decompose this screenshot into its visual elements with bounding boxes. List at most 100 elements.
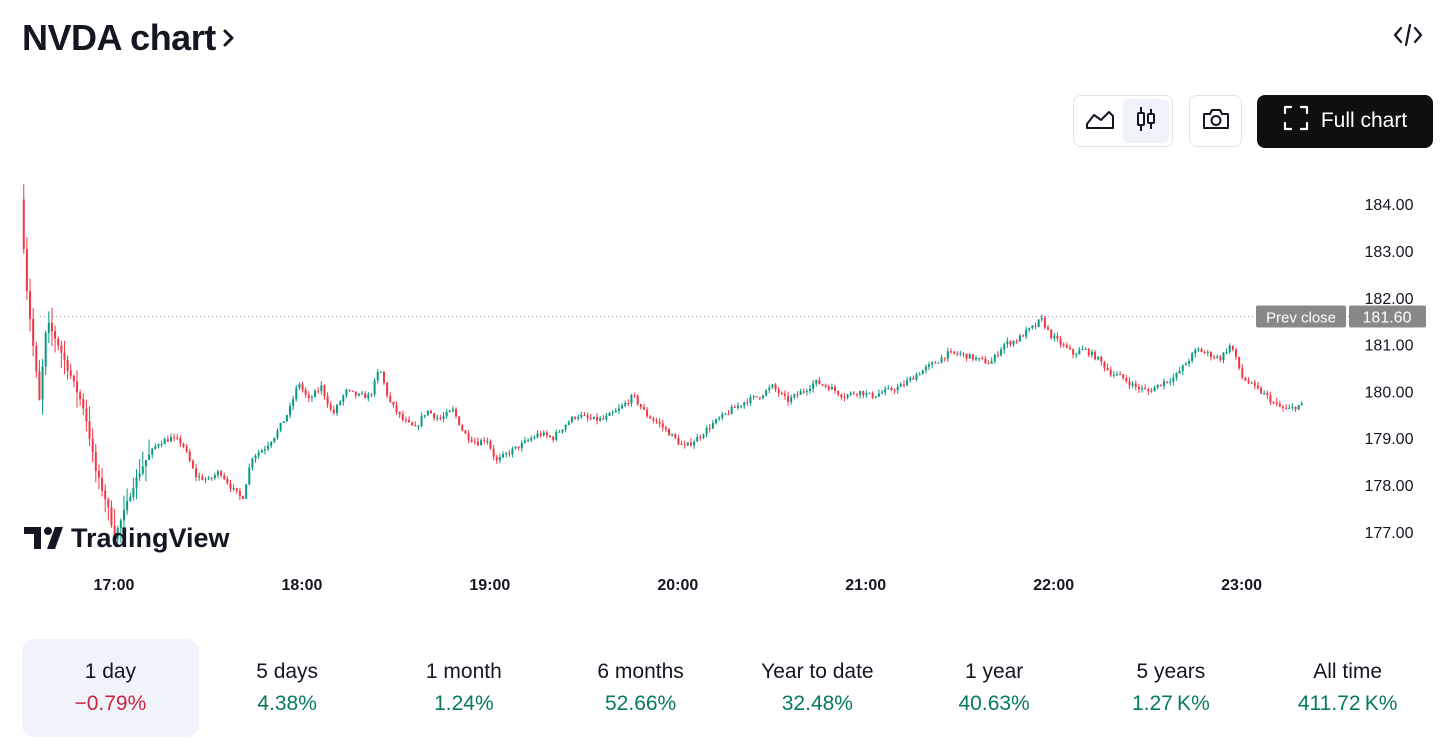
candle-body: [1075, 354, 1078, 356]
candle-body: [1294, 406, 1297, 410]
candle-body: [229, 483, 232, 489]
candle-body: [135, 477, 138, 488]
candle-body: [890, 387, 893, 391]
period-tab[interactable]: 1 day −0.79%: [22, 639, 199, 737]
candle-body: [1025, 329, 1028, 337]
candle-body: [765, 390, 768, 396]
candle-body: [60, 345, 63, 353]
candle-body: [417, 426, 420, 428]
candle-body: [169, 437, 172, 442]
area-chart-button[interactable]: [1077, 99, 1123, 143]
candle-body: [567, 422, 570, 425]
candle-body: [699, 437, 702, 439]
candle-body: [1162, 381, 1165, 386]
candle-body: [489, 441, 492, 449]
period-tab[interactable]: 6 months 52.66%: [552, 639, 729, 737]
period-tab[interactable]: Year to date 32.48%: [729, 639, 906, 737]
candle-body: [72, 375, 75, 382]
candle-body: [862, 390, 865, 396]
candle-body: [837, 390, 840, 395]
candle-body: [188, 451, 191, 461]
candle-body: [1141, 388, 1144, 390]
period-tab[interactable]: 1 month 1.24%: [376, 639, 553, 737]
prev-close-value: 181.60: [1363, 309, 1412, 326]
candle-body: [639, 404, 642, 408]
candle-body: [38, 371, 41, 400]
prev-close-label-bg: [1256, 305, 1346, 328]
candle-body: [301, 384, 304, 390]
candle-body: [686, 442, 689, 446]
candle-body: [1087, 348, 1090, 356]
candle-body: [915, 374, 918, 380]
candle-body: [1037, 319, 1040, 327]
candle-body: [285, 415, 288, 422]
candle-body: [119, 520, 122, 529]
candle-body: [1134, 383, 1137, 387]
candle-body: [1053, 335, 1056, 339]
candle-body: [539, 433, 542, 436]
candle-body: [812, 383, 815, 389]
price-chart[interactable]: 184.00 183.00 182.00 181.00 180.00 179.00 178.…: [0, 160, 1456, 610]
candle-body: [912, 377, 915, 380]
candle-body: [1285, 407, 1288, 409]
candle-body: [1288, 407, 1291, 409]
y-tick-label: 180.00: [1365, 384, 1414, 401]
candle-body: [392, 401, 395, 405]
full-chart-button[interactable]: Full chart: [1257, 94, 1433, 148]
candle-body: [808, 388, 811, 391]
candle-body: [855, 394, 858, 396]
candle-body: [536, 433, 539, 438]
candle-body: [1244, 377, 1247, 381]
candle-body: [1291, 406, 1294, 408]
period-tab[interactable]: 5 years 1.27 K%: [1083, 639, 1260, 737]
candle-body: [76, 381, 79, 393]
y-tick-label: 183.00: [1365, 244, 1414, 261]
candle-body: [1078, 350, 1081, 355]
candle-body: [558, 431, 561, 433]
period-tab[interactable]: 5 days 4.38%: [199, 639, 376, 737]
candle-body: [1197, 348, 1200, 350]
candle-body: [896, 386, 899, 391]
candle-body: [1253, 382, 1256, 386]
candle-body: [589, 417, 592, 420]
candle-body: [752, 396, 755, 398]
candle-body: [1084, 348, 1087, 350]
candle-body: [1137, 386, 1140, 390]
embed-code-button[interactable]: [1390, 22, 1426, 52]
candle-body: [260, 450, 263, 453]
candle-body: [771, 384, 774, 388]
prev-close-label: Prev close: [1266, 309, 1336, 326]
candle-body: [702, 434, 705, 438]
candle-body: [981, 357, 984, 359]
candle-body: [658, 421, 661, 424]
period-change: 1.24%: [434, 692, 494, 715]
candle-body: [899, 384, 902, 387]
period-change: 52.66%: [605, 692, 677, 715]
candle-body: [1166, 381, 1169, 383]
period-tab[interactable]: All time 411.72 K%: [1259, 639, 1436, 737]
candle-body: [696, 437, 699, 442]
period-tab[interactable]: 1 year 40.63%: [906, 639, 1083, 737]
candle-body: [216, 471, 219, 476]
candle-body: [141, 466, 144, 474]
candle-body: [1040, 317, 1043, 320]
candle-body: [561, 429, 564, 432]
candle-body: [527, 440, 530, 442]
candle-body: [97, 470, 100, 478]
candle-body: [1112, 374, 1115, 376]
area-chart-icon: [1085, 108, 1115, 135]
candle-body: [408, 420, 411, 423]
candlestick-chart-button[interactable]: [1123, 99, 1169, 143]
snapshot-button[interactable]: [1189, 95, 1242, 147]
candle-body: [718, 417, 721, 420]
candle-body: [1247, 380, 1250, 383]
candle-body: [104, 490, 107, 500]
candle-body: [220, 471, 223, 476]
candle-body: [881, 392, 884, 394]
candle-body: [386, 382, 389, 396]
candle-body: [461, 425, 464, 431]
candle-body: [564, 424, 567, 430]
chart-title-link[interactable]: NVDA chart: [22, 16, 236, 60]
y-tick-label: 181.00: [1365, 338, 1414, 355]
candle-body: [242, 496, 245, 499]
